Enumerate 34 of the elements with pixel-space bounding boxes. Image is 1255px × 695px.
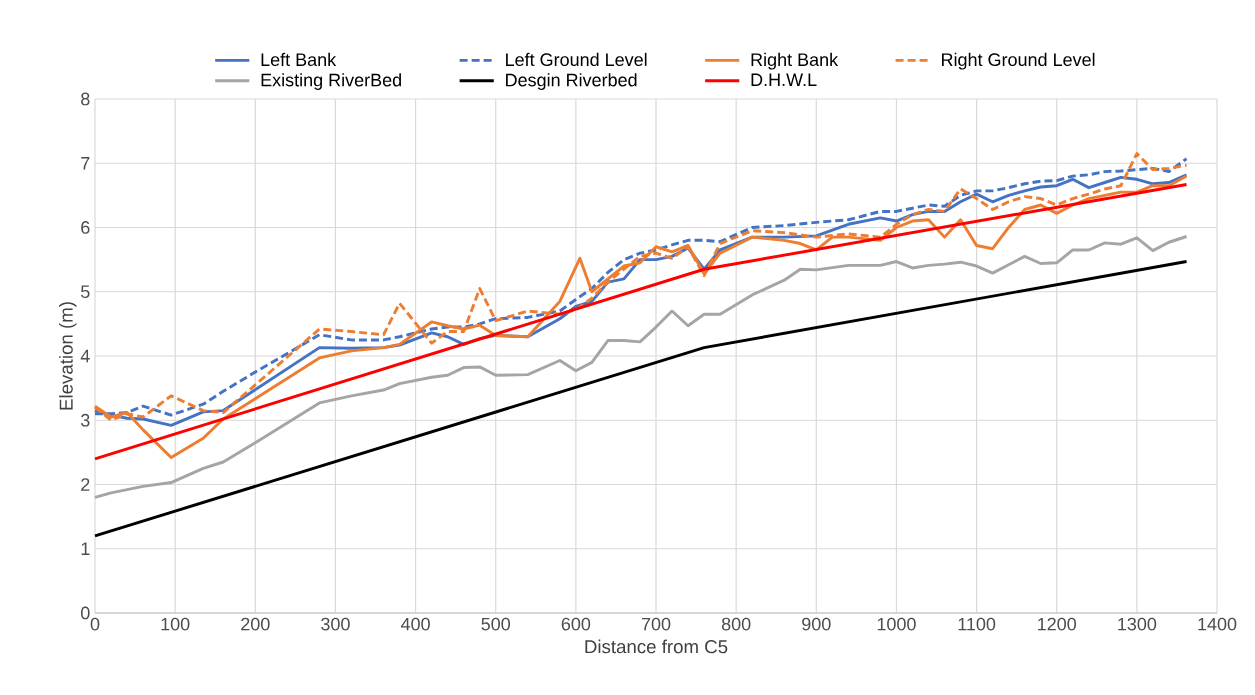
legend-label: Desgin Riverbed [506, 73, 637, 90]
legend-label: Right Bank [751, 52, 839, 70]
x-tick-label: 600 [561, 617, 591, 631]
y-tick-label: 1 [81, 542, 90, 555]
legend-label: Existing RiverBed [261, 73, 401, 90]
x-tick-label: 200 [241, 617, 270, 631]
x-tick-label: 0 [90, 617, 100, 631]
y-tick-label: 3 [80, 413, 90, 427]
y-tick-label: 0 [81, 606, 90, 620]
y-tick-label: 2 [81, 478, 90, 491]
x-tick-label: 400 [400, 617, 430, 631]
x-tick-label: 1000 [877, 617, 916, 631]
x-tick-label: 1100 [958, 617, 996, 631]
x-tick-label: 1200 [1038, 617, 1077, 631]
x-tick-label: 1400 [1198, 617, 1237, 631]
y-tick-label: 5 [81, 285, 90, 299]
x-tick-label: 300 [321, 617, 350, 631]
x-tick-label: 800 [721, 617, 751, 631]
x-tick-label: 1300 [1118, 617, 1157, 631]
line-series [93, 235, 1189, 499]
legend-label: Left Bank [261, 52, 337, 67]
legend-label: Right Ground Level [942, 52, 1095, 70]
x-axis-title: Distance from C5 [585, 639, 728, 654]
legend-label: Left Ground Level [506, 52, 647, 67]
x-tick-label: 900 [802, 617, 831, 631]
y-tick-label: 4 [80, 349, 90, 363]
y-axis-title: Elevation (m) [59, 302, 77, 410]
legend-label: D.H.W.L [751, 73, 817, 86]
x-tick-label: 100 [161, 617, 190, 631]
y-tick-label: 6 [81, 221, 90, 234]
y-tick-label: 7 [81, 157, 90, 170]
x-tick-label: 700 [641, 617, 671, 631]
y-tick-label: 8 [81, 92, 90, 106]
x-tick-label: 500 [481, 617, 511, 631]
